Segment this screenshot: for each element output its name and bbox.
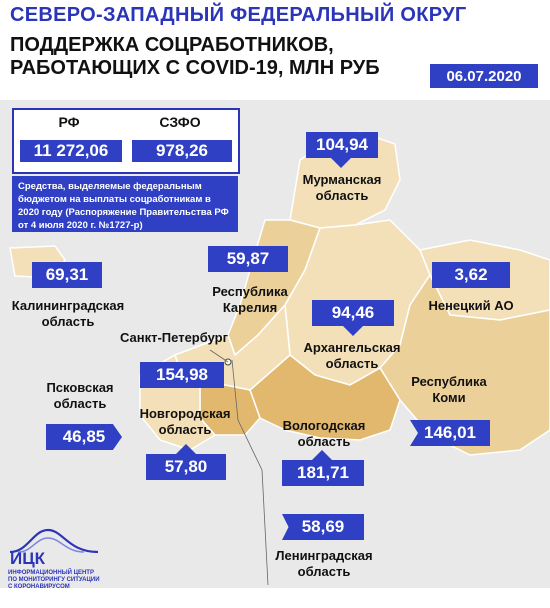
value-spb: 154,98 <box>140 362 224 388</box>
label-pskov-line1: Псковская <box>46 380 114 395</box>
label-komi-line1: Республика <box>411 374 487 389</box>
label-arkhangelsk-line1: Архангельская <box>303 340 401 355</box>
label-leningrad: Ленинградская область <box>268 548 380 580</box>
header-subtitle: ПОДДЕРЖКА СОЦРАБОТНИКОВ, РАБОТАЮЩИХ С CO… <box>10 34 380 80</box>
label-spb: Санкт-Петербург <box>119 330 229 345</box>
subtitle-line-1: ПОДДЕРЖКА СОЦРАБОТНИКОВ, <box>10 34 334 56</box>
pointer-murmansk <box>331 158 351 168</box>
value-nenets: 3,62 <box>432 262 510 288</box>
label-komi-line2: Коми <box>432 390 466 405</box>
label-novgorod-line1: Новгородская <box>139 406 231 421</box>
pointer-novgorod <box>176 444 196 454</box>
funding-note: Средства, выделяемые федеральным бюджето… <box>12 176 238 232</box>
value-pskov: 46,85 <box>46 424 122 450</box>
logo-tagline-line3: С КОРОНАВИРУСОМ <box>8 584 70 590</box>
label-pskov: Псковская область <box>40 380 120 412</box>
value-arkhangelsk: 94,46 <box>312 300 394 326</box>
leader-line-spb <box>209 349 229 363</box>
logo-tagline: ИНФОРМАЦИОННЫЙ ЦЕНТР ПО МОНИТОРИНГУ СИТУ… <box>8 570 100 591</box>
region-map <box>9 131 550 586</box>
label-karelia-line2: Карелия <box>222 300 278 315</box>
label-murmansk-line1: Мурманская <box>302 172 382 187</box>
label-murmansk: Мурманская область <box>298 172 386 204</box>
logo-tagline-line1: ИНФОРМАЦИОННЫЙ ЦЕНТР <box>8 570 94 576</box>
label-nenets: Ненецкий АО <box>428 298 514 313</box>
value-murmansk: 104,94 <box>306 132 378 158</box>
label-arkhangelsk-line2: область <box>325 356 379 371</box>
label-pskov-line2: область <box>53 396 107 411</box>
header-title: СЕВЕРО-ЗАПАДНЫЙ ФЕДЕРАЛЬНЫЙ ОКРУГ <box>10 4 467 26</box>
date-badge: 06.07.2020 <box>430 64 538 88</box>
subtitle-line-2: РАБОТАЮЩИХ С COVID-19, МЛН РУБ <box>10 57 380 79</box>
label-kaliningrad-line2: область <box>41 314 95 329</box>
label-karelia-line1: Республика <box>212 284 288 299</box>
label-vologda-line1: Вологодская <box>282 418 366 433</box>
leader-line-leningrad <box>231 359 269 586</box>
label-karelia: Республика Карелия <box>210 284 290 316</box>
pointer-arkhangelsk <box>343 326 363 336</box>
value-novgorod: 57,80 <box>146 454 226 480</box>
szfo-label: СЗФО <box>159 114 201 130</box>
value-vologda: 181,71 <box>282 460 364 486</box>
value-kaliningrad: 69,31 <box>32 262 102 288</box>
region-shape-vologda <box>249 354 401 441</box>
value-leningrad: 58,69 <box>282 514 364 540</box>
logo-name: ИЦК <box>10 549 46 568</box>
rf-label: РФ <box>58 114 80 130</box>
value-komi: 146,01 <box>410 420 490 446</box>
label-komi: Республика Коми <box>404 374 494 406</box>
label-kaliningrad-line1: Калининградская <box>11 298 125 313</box>
value-karelia: 59,87 <box>208 246 288 272</box>
label-novgorod-line2: область <box>158 422 212 437</box>
label-kaliningrad: Калининградская область <box>6 298 130 330</box>
logo-tagline-line2: ПО МОНИТОРИНГУ СИТУАЦИИ <box>8 577 100 583</box>
summary-box: РФ СЗФО 11 272,06 978,26 <box>12 108 240 174</box>
label-vologda-line2: область <box>297 434 351 449</box>
label-arkhangelsk: Архангельская область <box>296 340 408 372</box>
icc-logo-icon <box>9 528 99 554</box>
rf-value: 11 272,06 <box>20 140 122 162</box>
pointer-vologda <box>312 450 332 460</box>
szfo-value: 978,26 <box>132 140 232 162</box>
label-vologda: Вологодская область <box>274 418 374 450</box>
label-leningrad-line2: область <box>297 564 351 579</box>
label-leningrad-line1: Ленинградская <box>275 548 373 563</box>
label-novgorod: Новгородская область <box>130 406 240 438</box>
label-murmansk-line2: область <box>315 188 369 203</box>
